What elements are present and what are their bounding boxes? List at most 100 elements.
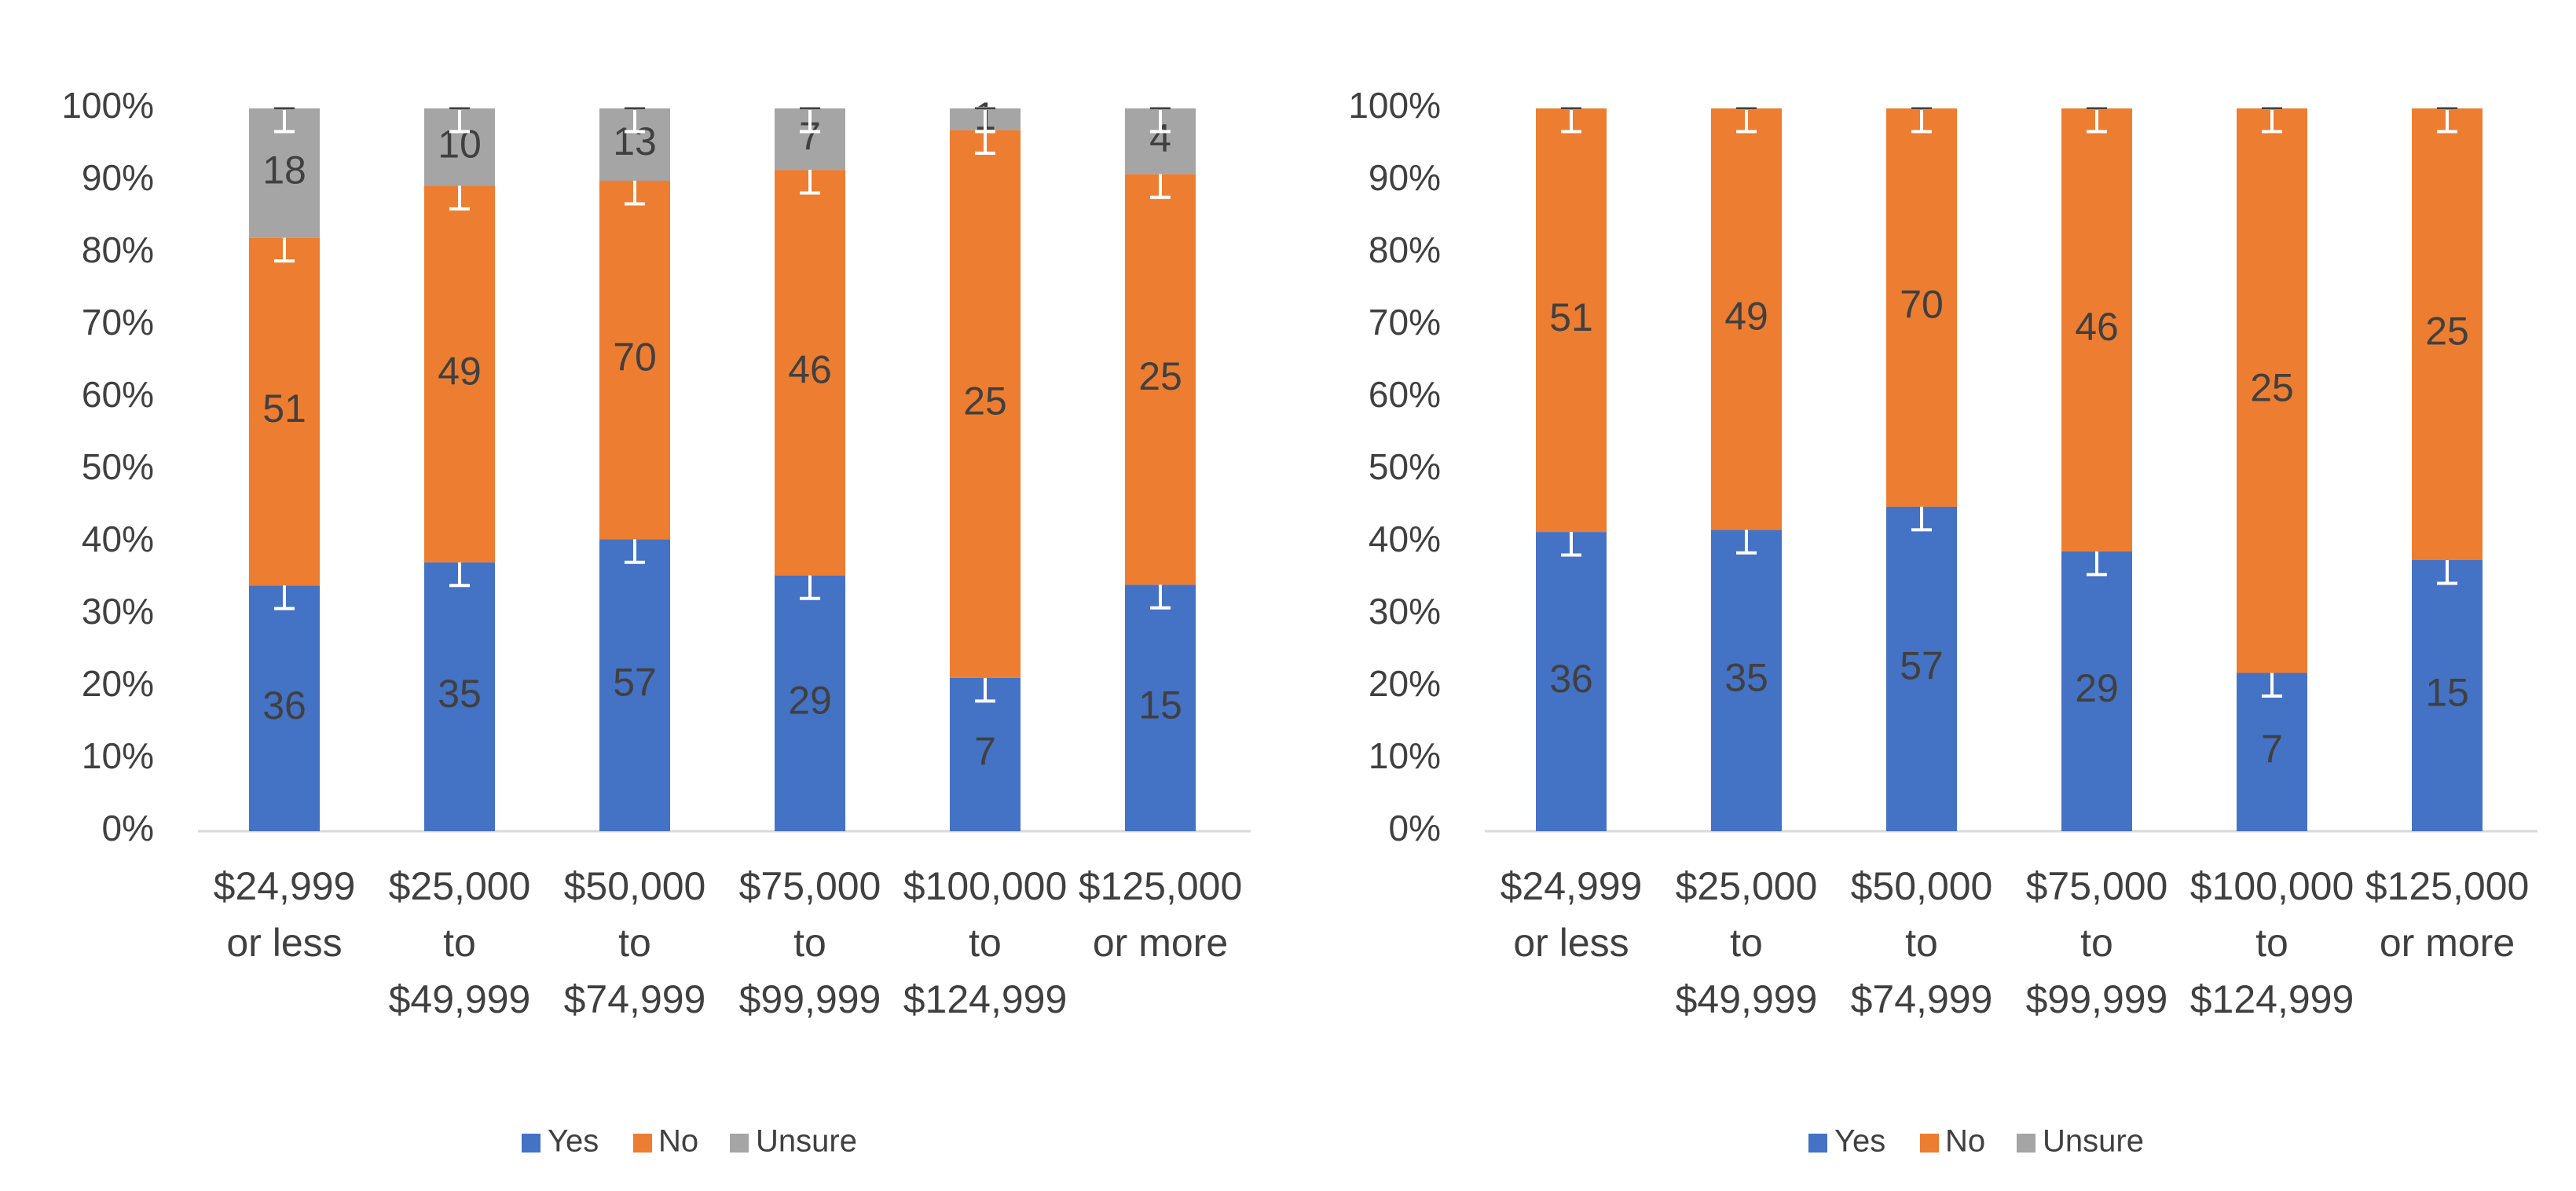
bar-no (775, 170, 845, 576)
x-tick-label: to (1730, 921, 1763, 965)
data-label-yes: 29 (2075, 666, 2119, 710)
data-label-yes: 7 (2261, 727, 2283, 771)
bar-yes (1125, 585, 1196, 831)
data-label-no: 25 (2250, 365, 2294, 409)
legend-label-no: No (658, 1124, 698, 1159)
legend-label-yes: Yes (548, 1124, 599, 1159)
data-label-yes: 29 (788, 678, 832, 722)
bar-yes (1886, 506, 1957, 831)
x-tick-label: or less (226, 921, 342, 965)
bar-no (424, 185, 495, 563)
bar-yes (249, 585, 320, 831)
x-tick-label: $124,999 (2190, 977, 2354, 1021)
bar-yes (1711, 530, 1782, 831)
bar-yes (775, 575, 845, 831)
y-tick-label: 60% (1369, 374, 1441, 415)
legend-swatch-no (1920, 1134, 1939, 1153)
legend-label-yes: Yes (1834, 1124, 1885, 1159)
bar-yes (950, 677, 1021, 831)
bar-no (2061, 108, 2132, 552)
x-tick-label: to (1905, 921, 1938, 965)
y-tick-label: 70% (82, 302, 154, 343)
legend: Yes No Unsure (1808, 1124, 2144, 1159)
legend-label-unsure: Unsure (756, 1124, 857, 1159)
y-tick-label: 10% (82, 735, 154, 776)
y-tick-label: 90% (82, 157, 154, 198)
y-tick-label: 10% (1369, 735, 1441, 776)
x-tick-label: $49,999 (1676, 977, 1818, 1021)
y-tick-label: 20% (82, 663, 154, 704)
data-label-yes: 57 (613, 660, 657, 704)
bar-no (249, 237, 320, 586)
data-label-yes: 35 (1724, 655, 1768, 699)
data-label-yes: 15 (2425, 671, 2469, 715)
x-tick-label: $74,999 (564, 977, 706, 1021)
x-tick-label: $49,999 (389, 977, 531, 1021)
x-tick-label: $24,999 (1501, 864, 1643, 908)
y-tick-label: 100% (61, 85, 154, 126)
x-tick-label: $50,000 (1851, 864, 1993, 908)
y-tick-label: 0% (102, 808, 154, 848)
bar-yes (424, 562, 495, 831)
x-tick-label: or less (1513, 921, 1629, 965)
legend-swatch-yes (522, 1134, 540, 1153)
y-tick-label: 50% (1369, 446, 1441, 487)
data-label-no: 51 (262, 387, 306, 431)
x-tick-label: $75,000 (739, 864, 881, 908)
data-label-no: 70 (613, 335, 657, 379)
data-label-no: 51 (1549, 295, 1593, 339)
x-tick-label: $74,999 (1851, 977, 1993, 1021)
bar-no (1125, 174, 1196, 585)
y-tick-label: 50% (82, 446, 154, 487)
y-tick-label: 20% (1369, 663, 1441, 704)
data-label-no: 25 (963, 379, 1007, 423)
data-label-yes: 36 (262, 683, 306, 727)
bar-no (1536, 108, 1607, 533)
x-tick-label: $100,000 (903, 864, 1068, 908)
y-tick-label: 80% (1369, 229, 1441, 270)
data-label-unsure: 18 (262, 148, 306, 192)
data-label-yes: 36 (1549, 657, 1593, 701)
y-tick-label: 60% (82, 374, 154, 415)
bar-yes (2061, 551, 2132, 831)
x-tick-label: to (2080, 921, 2113, 965)
data-label-yes: 7 (974, 730, 996, 774)
x-tick-label: $124,999 (903, 977, 1068, 1021)
legend-swatch-unsure (2017, 1134, 2036, 1153)
bar-no (1711, 108, 1782, 530)
x-tick-label: to (2255, 921, 2288, 965)
bar-yes (599, 539, 670, 831)
data-label-yes: 57 (1900, 644, 1944, 688)
x-tick-label: to (618, 921, 651, 965)
y-tick-label: 40% (1369, 519, 1441, 559)
y-tick-label: 0% (1389, 808, 1441, 848)
chart-2: 0% 10% 20% 30% 40% 50% 60% 70% 80% 90% 100% 36 51 $24… (1348, 85, 2538, 1159)
x-tick-label: to (793, 921, 826, 965)
legend-swatch-no (633, 1134, 652, 1153)
legend: Yes No Unsure (522, 1124, 857, 1159)
y-tick-label: 80% (82, 229, 154, 270)
x-tick-label: to (969, 921, 1002, 965)
x-tick-label: $100,000 (2190, 864, 2354, 908)
y-tick-label: 100% (1348, 85, 1441, 126)
legend-label-unsure: Unsure (2043, 1124, 2144, 1159)
bar-no (2237, 108, 2307, 673)
x-tick-label: $125,000 (2365, 864, 2530, 908)
y-tick-label: 40% (82, 519, 154, 559)
data-label-no: 46 (2075, 305, 2119, 349)
x-tick-label: $125,000 (1079, 864, 1243, 908)
x-tick-label: to (443, 921, 476, 965)
x-tick-label: or more (1093, 921, 1228, 965)
legend-swatch-yes (1808, 1134, 1827, 1153)
bar-yes (2412, 560, 2483, 831)
bar-no (599, 181, 670, 540)
bar-no (950, 130, 1021, 678)
data-label-no: 70 (1900, 283, 1944, 327)
bar-yes (2237, 672, 2307, 831)
data-label-yes: 15 (1138, 683, 1182, 727)
chart-1: 0% 10% 20% 30% 40% 50% 60% 70% 80% 90% 100% 36 51 18 $… (61, 85, 1251, 1159)
x-tick-label: or more (2380, 921, 2515, 965)
legend-label-no: No (1945, 1124, 1985, 1159)
